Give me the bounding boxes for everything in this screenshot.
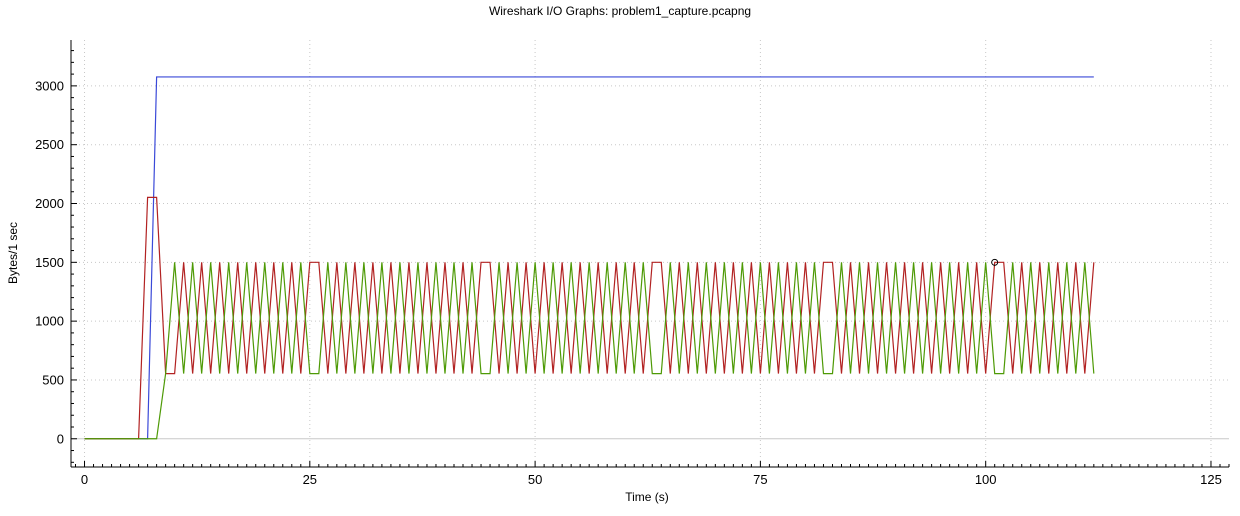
- x-axis-label: Time (s): [625, 490, 669, 504]
- y-axis-label: Bytes/1 sec: [6, 222, 20, 284]
- annotation-layer: [991, 258, 999, 266]
- x-tick-label: 125: [1200, 472, 1222, 487]
- y-tick-label: 2500: [35, 137, 64, 152]
- x-tick-label: 50: [528, 472, 542, 487]
- y-tick-label: 1500: [35, 255, 64, 270]
- chart-title: Wireshark I/O Graphs: problem1_capture.p…: [489, 4, 751, 18]
- series-line-2: [84, 196, 1095, 440]
- selected-point-marker[interactable]: [991, 258, 999, 266]
- x-tick-label: 100: [975, 472, 997, 487]
- y-tick-label: 0: [57, 431, 64, 446]
- grid-lines: [71, 40, 1229, 467]
- series-layer: [84, 76, 1095, 440]
- y-tick-label: 500: [42, 372, 64, 387]
- axes: 0 25 50 75 100 125 0 500 1000 1500 2000 2500 3000: [35, 40, 1230, 487]
- series-line-3: [84, 262, 1095, 440]
- x-tick-label: 75: [753, 472, 767, 487]
- y-tick-label: 2000: [35, 196, 64, 211]
- y-tick-label: 3000: [35, 78, 64, 93]
- x-tick-label: 25: [303, 472, 317, 487]
- y-tick-label: 1000: [35, 314, 64, 329]
- x-tick-label: 0: [81, 472, 88, 487]
- series-line-1: [84, 76, 1094, 440]
